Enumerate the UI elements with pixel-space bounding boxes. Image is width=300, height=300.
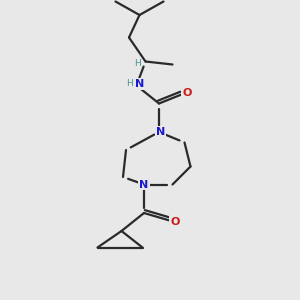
Text: O: O xyxy=(170,217,180,227)
Text: H: H xyxy=(127,80,133,88)
Text: H: H xyxy=(134,58,140,68)
Text: N: N xyxy=(136,79,145,89)
Text: N: N xyxy=(156,127,165,137)
Text: N: N xyxy=(140,179,148,190)
Text: O: O xyxy=(182,88,192,98)
